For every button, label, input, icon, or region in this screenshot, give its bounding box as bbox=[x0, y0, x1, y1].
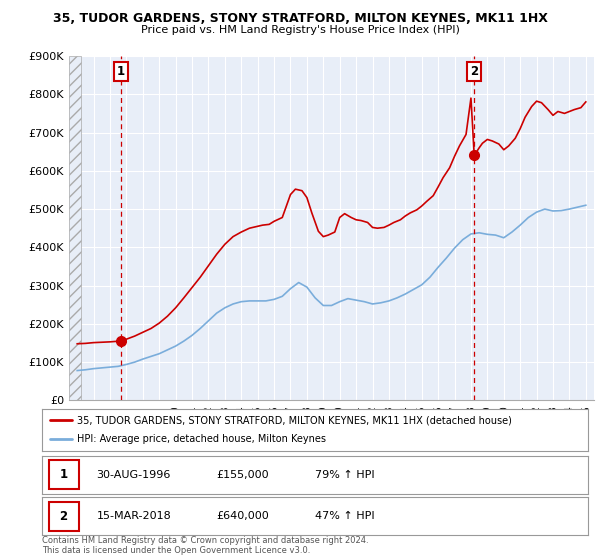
Text: 35, TUDOR GARDENS, STONY STRATFORD, MILTON KEYNES, MK11 1HX: 35, TUDOR GARDENS, STONY STRATFORD, MILT… bbox=[53, 12, 547, 25]
Text: £155,000: £155,000 bbox=[217, 470, 269, 480]
Text: £640,000: £640,000 bbox=[217, 511, 269, 521]
Text: Contains HM Land Registry data © Crown copyright and database right 2024.: Contains HM Land Registry data © Crown c… bbox=[42, 536, 368, 545]
Text: 1: 1 bbox=[59, 468, 67, 482]
FancyBboxPatch shape bbox=[49, 460, 79, 489]
Text: HPI: Average price, detached house, Milton Keynes: HPI: Average price, detached house, Milt… bbox=[77, 435, 326, 445]
Text: 1: 1 bbox=[117, 64, 125, 78]
Text: This data is licensed under the Open Government Licence v3.0.: This data is licensed under the Open Gov… bbox=[42, 547, 310, 556]
Text: 30-AUG-1996: 30-AUG-1996 bbox=[97, 470, 171, 480]
Text: 2: 2 bbox=[59, 510, 67, 523]
Text: 35, TUDOR GARDENS, STONY STRATFORD, MILTON KEYNES, MK11 1HX (detached house): 35, TUDOR GARDENS, STONY STRATFORD, MILT… bbox=[77, 415, 512, 425]
FancyBboxPatch shape bbox=[49, 502, 79, 531]
Bar bbox=[69, 56, 82, 400]
Text: 2: 2 bbox=[470, 64, 478, 78]
Text: 47% ↑ HPI: 47% ↑ HPI bbox=[315, 511, 374, 521]
Text: Price paid vs. HM Land Registry's House Price Index (HPI): Price paid vs. HM Land Registry's House … bbox=[140, 25, 460, 35]
Text: 15-MAR-2018: 15-MAR-2018 bbox=[97, 511, 172, 521]
Text: 79% ↑ HPI: 79% ↑ HPI bbox=[315, 470, 374, 480]
